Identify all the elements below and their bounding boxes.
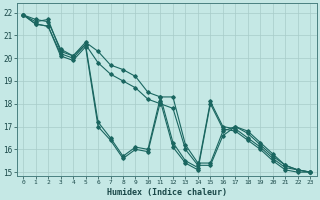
X-axis label: Humidex (Indice chaleur): Humidex (Indice chaleur) (107, 188, 227, 197)
